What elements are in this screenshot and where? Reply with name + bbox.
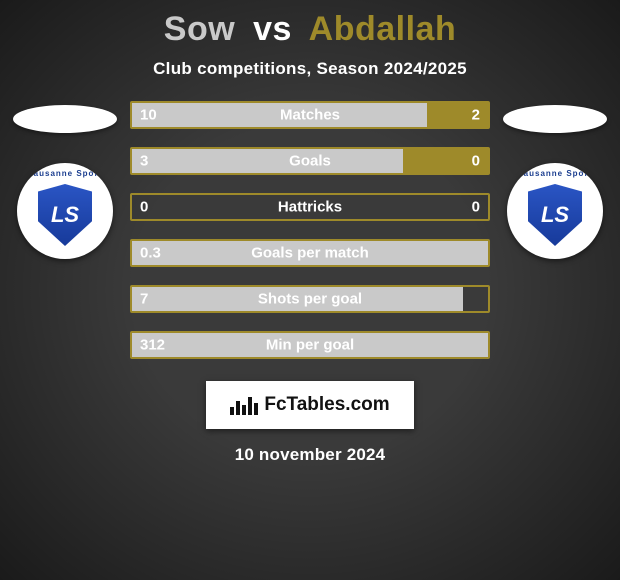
stat-label: Hattricks [278, 199, 342, 216]
club-shield-icon: LS [38, 184, 92, 246]
club-name-arc: Lausanne Sport [518, 169, 592, 178]
comparison-title: Sow vs Abdallah [164, 10, 456, 49]
stat-value-left: 7 [140, 291, 148, 308]
stat-value-left: 0.3 [140, 245, 161, 262]
player1-name: Sow [164, 10, 235, 48]
date-label: 10 november 2024 [235, 445, 386, 465]
stat-bar: 3 0 Goals [130, 147, 490, 175]
player1-column: Lausanne Sport LS [10, 101, 120, 259]
stat-value-left: 3 [140, 153, 148, 170]
stat-fill-left [132, 149, 403, 173]
stat-value-right: 0 [472, 153, 480, 170]
stat-bar: 7 Shots per goal [130, 285, 490, 313]
stat-label: Min per goal [266, 337, 354, 354]
stat-value-left: 0 [140, 199, 148, 216]
title-vs: vs [253, 10, 292, 48]
stat-value-right: 0 [472, 199, 480, 216]
fctables-logo: FcTables.com [206, 381, 414, 429]
stat-label: Goals per match [251, 245, 369, 262]
player2-flag-icon [503, 105, 607, 133]
logo-text: FcTables.com [264, 394, 389, 416]
stat-bar: 0 0 Hattricks [130, 193, 490, 221]
subtitle: Club competitions, Season 2024/2025 [153, 59, 467, 79]
stat-value-right: 2 [472, 107, 480, 124]
club-name-arc: Lausanne Sport [28, 169, 102, 178]
player2-name: Abdallah [309, 10, 457, 48]
stat-label: Shots per goal [258, 291, 362, 308]
stat-label: Matches [280, 107, 340, 124]
player1-flag-icon [13, 105, 117, 133]
player2-club-badge: Lausanne Sport LS [507, 163, 603, 259]
stat-value-left: 10 [140, 107, 157, 124]
stats-bars: 10 2 Matches 3 0 Goals 0 0 Hattricks 0.3 Goals per… [130, 101, 490, 359]
club-shield-icon: LS [528, 184, 582, 246]
stat-label: Goals [289, 153, 331, 170]
stat-bar: 10 2 Matches [130, 101, 490, 129]
logo-bars-icon [230, 395, 258, 415]
player1-club-badge: Lausanne Sport LS [17, 163, 113, 259]
player2-column: Lausanne Sport LS [500, 101, 610, 259]
stat-bar: 0.3 Goals per match [130, 239, 490, 267]
stat-bar: 312 Min per goal [130, 331, 490, 359]
stat-value-left: 312 [140, 337, 165, 354]
